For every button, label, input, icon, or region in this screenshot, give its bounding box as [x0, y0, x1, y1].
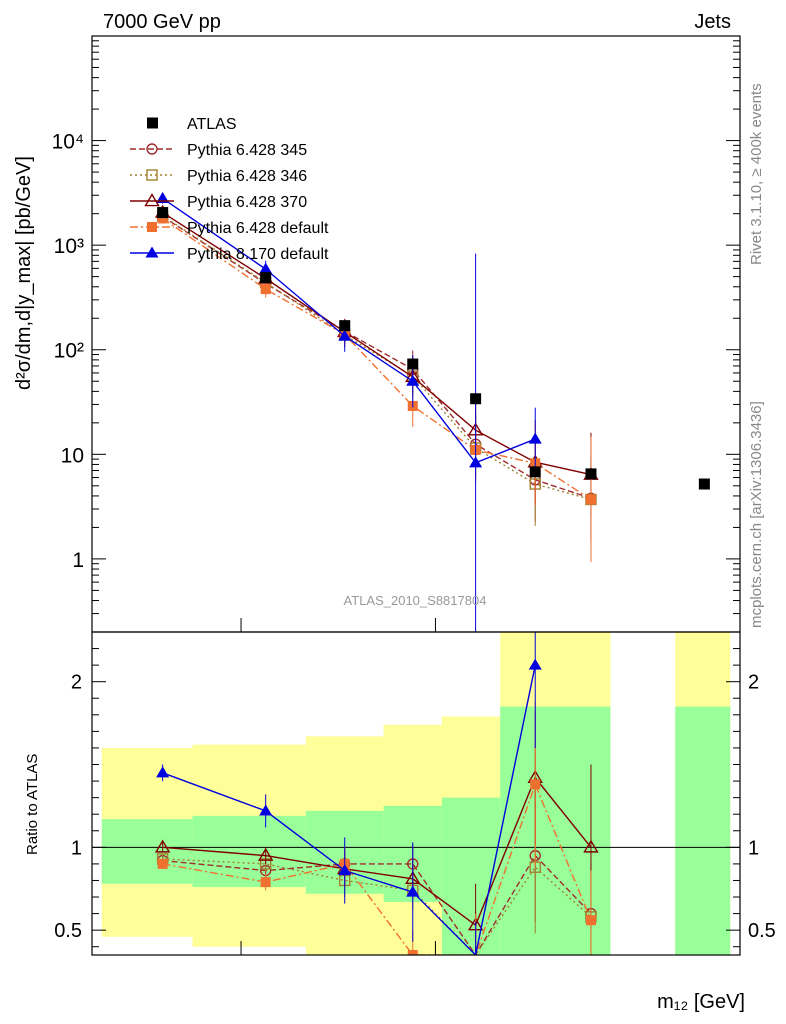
main-plot [154, 191, 710, 632]
data-point-3 [407, 358, 419, 370]
ratio-point-3-0 [157, 858, 168, 869]
data-point-4 [470, 393, 482, 405]
side-label-top: Rivet 3.1.10, ≥ 400k events [748, 83, 765, 265]
ratio-point-3-5 [530, 779, 541, 790]
legend-marker-1 [146, 143, 158, 155]
series-point-3-0 [157, 213, 168, 224]
legend-marker-4 [147, 222, 157, 232]
legend-label-4: Pythia 6.428 default [187, 220, 329, 237]
green-band-4 [441, 797, 501, 955]
ratio-frame [91, 631, 741, 956]
ratio-line-4 [162, 664, 536, 955]
legend-label-3: Pythia 6.428 370 [187, 194, 307, 211]
watermark: ATLAS_2010_S8817804 [344, 593, 487, 608]
ratio-tick-label-right-2: 2 [748, 672, 759, 694]
header-left: 7000 GeV pp [103, 11, 221, 33]
ratio-y-axis-label: Ratio to ATLAS [24, 754, 41, 855]
ratio-tick-label-left-1: 1 [71, 837, 82, 859]
main-tick-label-3: 10³ [54, 235, 84, 258]
legend-label-2: Pythia 6.428 346 [187, 168, 307, 185]
green-band-6 [675, 706, 731, 955]
ratio-tick-label-left-0: 0.5 [54, 920, 82, 942]
ratio-point-3-1 [260, 877, 271, 888]
plot-frames: 1 10 10² 10³ 10⁴ 0.5 0.5 1 1 2 2 [52, 35, 776, 956]
legend-marker-0 [147, 117, 158, 129]
main-tick-label-0: 1 [72, 549, 84, 572]
header-right: Jets [694, 11, 731, 33]
series-line-4 [162, 197, 536, 464]
series-point-4-4 [469, 456, 483, 468]
main-tick-label-4: 10⁴ [52, 131, 84, 154]
ratio-uncertainty-bands [101, 632, 731, 955]
data-point-0 [157, 207, 169, 219]
data-point-7 [698, 478, 710, 490]
ratio-point-4-3 [406, 885, 420, 897]
ratio-point-4-0 [156, 766, 170, 778]
legend: ATLAS Pythia 6.428 345 Pythia 6.428 346 Pyt… [130, 116, 329, 263]
legend-label-5: Pythia 8.170 default [187, 246, 329, 263]
series-point-4-5 [528, 432, 542, 444]
main-tick-label-2: 10² [54, 340, 84, 363]
ratio-tick-label-right-1: 1 [748, 837, 759, 859]
green-band-0 [101, 819, 193, 884]
series-point-4-0 [156, 191, 170, 203]
series-point-4-2 [338, 329, 352, 341]
ratio-tick-label-left-2: 2 [71, 672, 82, 694]
legend-marker-3 [144, 193, 160, 207]
ratio-point-3-6 [585, 915, 596, 926]
data-point-2 [339, 320, 351, 332]
data-point-5 [529, 466, 541, 478]
x-axis-label: m₁₂ [GeV] [657, 991, 745, 1013]
legend-marker-2 [146, 169, 158, 181]
series-point-3-6 [585, 494, 596, 505]
data-point-1 [260, 272, 272, 284]
series-point-3-1 [260, 284, 271, 295]
data-point-6 [585, 468, 597, 480]
legend-label-0: ATLAS [187, 116, 237, 133]
legend-marker-5 [145, 246, 159, 258]
y-axis-label: d²σ/dm,d|y_max| [pb/GeV] [13, 156, 35, 390]
ratio-point-4-5 [528, 658, 542, 670]
side-label-bottom: mcplots.cern.ch [arXiv:1306.3436] [748, 401, 765, 628]
series-point-4-1 [259, 262, 273, 274]
ratio-tick-label-right-0: 0.5 [748, 920, 776, 942]
ratio-point-3-3 [407, 950, 418, 955]
ratio-point-2-6 [583, 839, 599, 853]
series-point-4-3 [406, 374, 420, 386]
legend-label-1: Pythia 6.428 345 [187, 142, 307, 159]
ratio-point-2-0 [154, 839, 171, 853]
ratio-point-4-1 [259, 804, 273, 816]
main-tick-label-1: 10 [61, 444, 84, 467]
ratio-point-4-2 [338, 864, 352, 876]
ratio-point-2-1 [257, 847, 274, 861]
ratio-plot [92, 632, 740, 955]
